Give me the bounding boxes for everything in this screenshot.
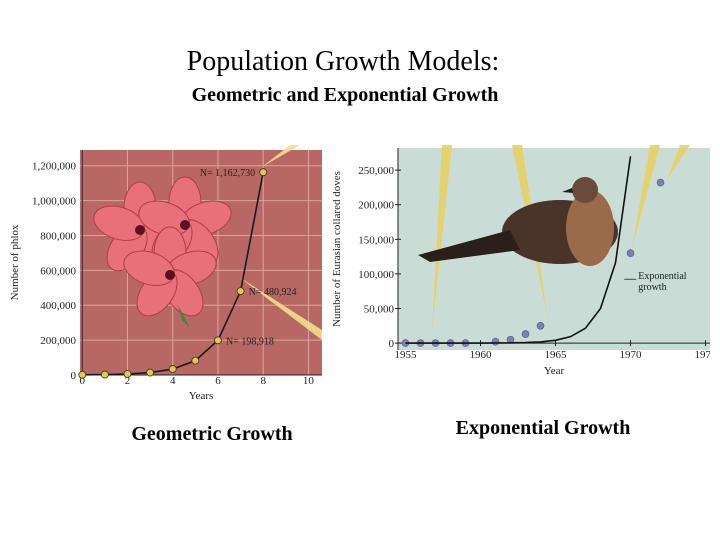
- x-axis-label: Year: [544, 365, 565, 377]
- y-tick-label: 250,000: [358, 165, 394, 177]
- data-point: [78, 370, 87, 379]
- dove-illustration: [418, 177, 618, 266]
- chart-caption: Geometric Growth: [131, 423, 292, 445]
- data-point: [521, 330, 530, 338]
- highlight-ray: [262, 145, 300, 167]
- data-label: N= 480,924: [249, 287, 297, 298]
- data-point: [491, 337, 500, 346]
- y-tick-label: 1,000,000: [32, 196, 77, 208]
- data-point: [656, 178, 665, 187]
- x-tick-label: 1970: [620, 349, 643, 361]
- data-point: [259, 168, 268, 177]
- highlight-ray: [667, 145, 690, 180]
- y-tick-label: 600,000: [40, 265, 76, 277]
- y-tick-label: 50,000: [364, 303, 395, 315]
- dove-breast: [566, 190, 614, 266]
- data-point: [236, 287, 245, 296]
- data-point: [100, 370, 109, 379]
- chart-geometric: 0 200,000 400,000 600,000 800,000 1,000,000 1,…: [9, 145, 322, 402]
- x-tick-label: 8: [260, 375, 266, 387]
- flower-center: [180, 220, 190, 230]
- highlight-ray: [632, 145, 660, 248]
- x-tick-label: 1965: [545, 349, 568, 361]
- data-point: [168, 365, 177, 373]
- x-axis-label: Years: [189, 390, 214, 402]
- dove-head: [572, 177, 598, 203]
- x-tick-label: 4: [170, 375, 176, 387]
- y-tick-label: 1,200,000: [32, 161, 77, 173]
- flower-illustration: [93, 176, 232, 328]
- y-tick-label: 150,000: [358, 234, 394, 246]
- y-tick-label: 0: [71, 370, 77, 382]
- y-tick-label: 0: [389, 338, 395, 350]
- y-tick-label: 200,000: [358, 200, 394, 212]
- leaf: [178, 305, 190, 328]
- chart-caption: Exponential Growth: [456, 417, 631, 439]
- x-tick-label: 10: [303, 375, 315, 387]
- y-tick-label: 400,000: [40, 300, 76, 312]
- y-tick-label: 800,000: [40, 230, 76, 242]
- flower-center: [165, 270, 175, 280]
- data-line: [405, 156, 632, 344]
- data-point: [536, 321, 545, 330]
- x-tick-label: 1955: [395, 349, 418, 361]
- series-label-text: Exponential growth: [638, 271, 687, 294]
- x-tick-label: 6: [215, 375, 221, 387]
- slide-title: Population Growth Models:: [187, 46, 500, 77]
- y-axis-label: Number of Eurasian collared doves: [331, 171, 343, 327]
- series-label: Exponential growth: [638, 271, 687, 294]
- data-point: [191, 356, 200, 365]
- chart-exponential: 0 50,000 100,000 150,000 200,000 250,000 1955 1…: [331, 145, 718, 377]
- y-tick-label: 200,000: [40, 335, 76, 347]
- data-label: N= 1,162,730: [200, 168, 255, 179]
- data-label: N= 198,918: [226, 336, 274, 347]
- x-tick-label: 1975: [695, 349, 718, 361]
- x-tick-label: 2: [125, 375, 131, 387]
- data-point: [214, 336, 222, 345]
- dove-tail: [418, 230, 520, 262]
- data-point: [146, 368, 155, 377]
- slide-subtitle: Geometric and Exponential Growth: [192, 84, 499, 106]
- highlight-ray: [432, 145, 452, 330]
- data-point: [123, 370, 132, 378]
- flower-center: [135, 225, 145, 235]
- data-point: [626, 249, 635, 257]
- x-tick-label: 0: [80, 375, 86, 387]
- dove-beak: [562, 188, 573, 193]
- x-tick-label: 1960: [470, 349, 493, 361]
- y-tick-label: 100,000: [358, 269, 394, 281]
- highlight-ray: [239, 277, 322, 340]
- y-axis-label: Number of phlox: [9, 224, 21, 300]
